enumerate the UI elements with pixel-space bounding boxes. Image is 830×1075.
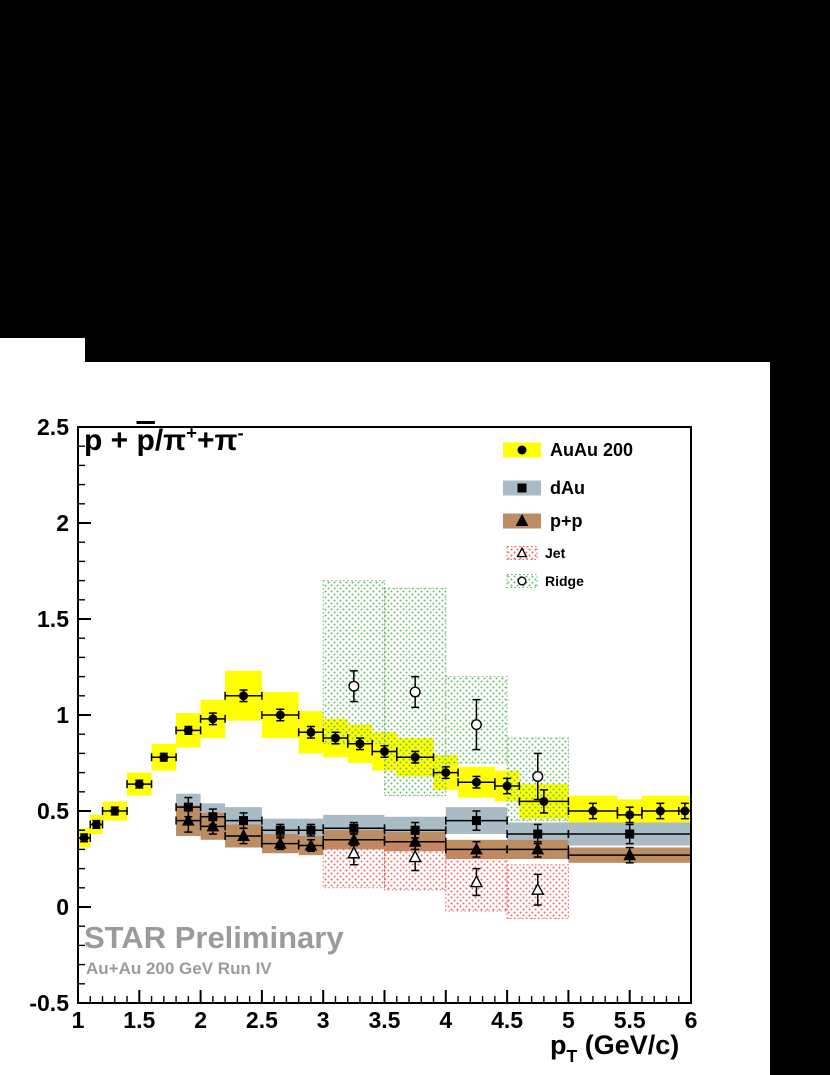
canvas-tab: [0, 338, 85, 362]
svg-text:4.5: 4.5: [491, 1007, 523, 1033]
svg-text:1.5: 1.5: [123, 1007, 155, 1033]
svg-text:-0.5: -0.5: [29, 990, 69, 1016]
series-auau-200: [77, 689, 692, 843]
series-ridge: [348, 670, 544, 801]
plot-canvas: 1 1.5 2 2.5 3 3.5 4 4.5 5 5.5 6 -0.5 0 0.5 1 1.5 2 2.5 AuA…: [0, 362, 770, 1075]
svg-text:2.5: 2.5: [246, 1007, 278, 1033]
legend: AuAu 200 dAu p+p Jet Ridge: [503, 440, 633, 589]
legend-label: Ridge: [545, 573, 584, 589]
series-jet: [347, 840, 545, 906]
svg-text:2.5: 2.5: [37, 414, 69, 440]
legend-label: Jet: [545, 545, 566, 561]
svg-text:5: 5: [562, 1007, 575, 1033]
x-tick-labels: 1 1.5 2 2.5 3 3.5 4 4.5 5 5.5 6: [72, 1007, 698, 1033]
axis-ticks: [77, 426, 692, 1004]
svg-text:2: 2: [194, 1007, 207, 1033]
plot-title: p + p/π++π-: [84, 422, 244, 457]
svg-text:0.5: 0.5: [37, 798, 69, 824]
series-dau: [175, 796, 692, 845]
legend-label: dAu: [550, 478, 585, 498]
legend-label: AuAu 200: [550, 440, 633, 460]
svg-text:5.5: 5.5: [614, 1007, 646, 1033]
x-axis-label: pT (GeV/c): [550, 1030, 680, 1066]
svg-text:6: 6: [685, 1007, 698, 1033]
run-info-watermark: Au+Au 200 GeV Run IV: [86, 959, 272, 978]
y-tick-labels: -0.5 0 0.5 1 1.5 2 2.5: [29, 414, 69, 1016]
svg-text:4: 4: [439, 1007, 452, 1033]
legend-label: p+p: [550, 511, 583, 531]
svg-text:2: 2: [56, 510, 69, 536]
svg-text:1.5: 1.5: [37, 606, 69, 632]
svg-text:3.5: 3.5: [369, 1007, 401, 1033]
svg-text:3: 3: [317, 1007, 330, 1033]
svg-text:1: 1: [72, 1007, 85, 1033]
chart-svg: 1 1.5 2 2.5 3 3.5 4 4.5 5 5.5 6 -0.5 0 0.5 1 1.5 2 2.5 AuA…: [29, 414, 698, 1033]
svg-text:1: 1: [56, 702, 69, 728]
svg-text:0: 0: [56, 894, 69, 920]
band-ridge: [322, 580, 569, 822]
star-preliminary-watermark: STAR Preliminary: [84, 920, 344, 955]
